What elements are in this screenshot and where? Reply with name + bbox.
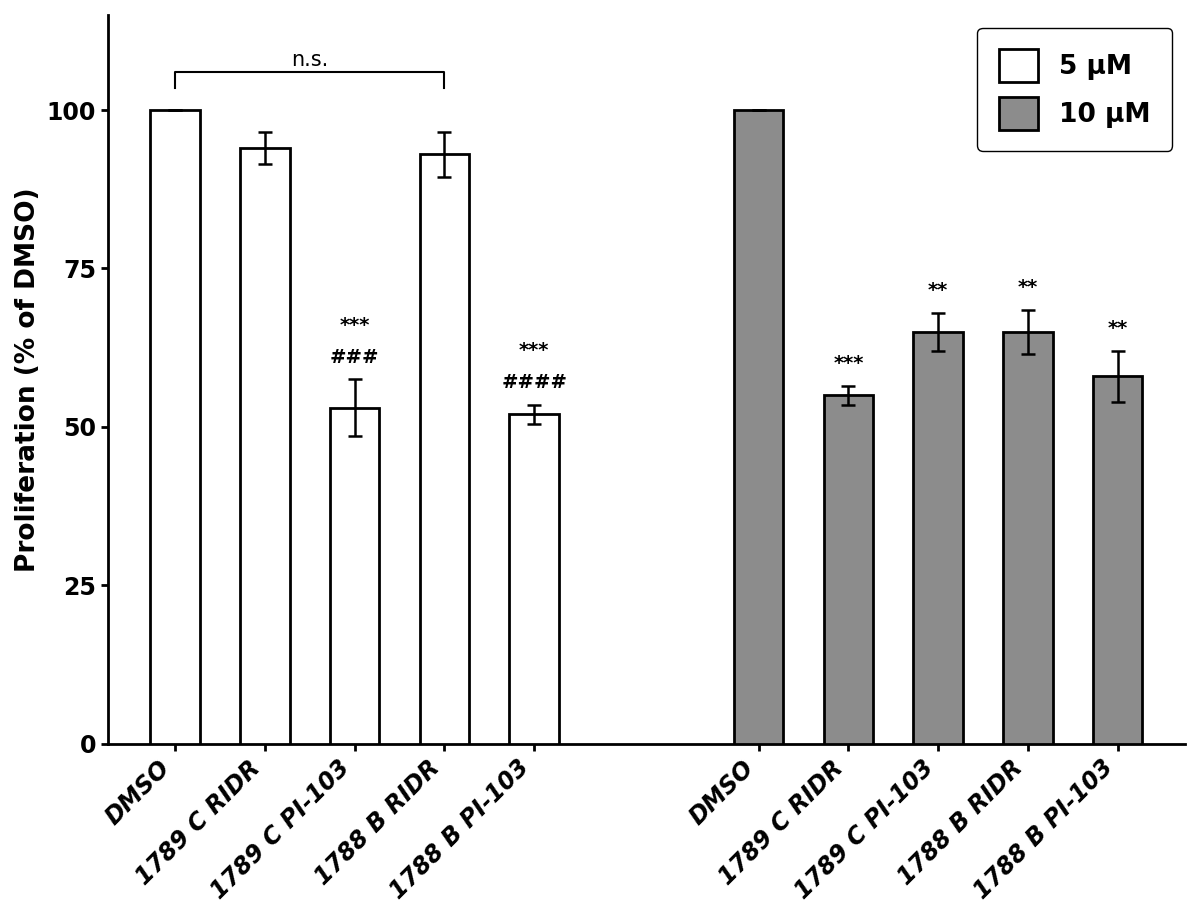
Y-axis label: Proliferation (% of DMSO): Proliferation (% of DMSO) xyxy=(14,187,41,572)
Bar xyxy=(150,110,199,743)
Bar xyxy=(913,332,962,743)
Text: ***: *** xyxy=(833,354,864,373)
Bar xyxy=(420,154,469,743)
Text: ***: *** xyxy=(340,316,370,335)
Bar xyxy=(330,408,379,743)
Text: **: ** xyxy=(928,281,948,301)
Bar xyxy=(823,395,874,743)
Text: ####: #### xyxy=(502,373,568,392)
Text: **: ** xyxy=(1108,319,1128,338)
Text: ***: *** xyxy=(518,341,550,360)
Text: ###: ### xyxy=(330,347,379,367)
Bar xyxy=(734,110,784,743)
Legend: 5 μM, 10 μM: 5 μM, 10 μM xyxy=(977,28,1172,151)
Bar xyxy=(240,148,289,743)
Text: **: ** xyxy=(1018,278,1038,297)
Bar xyxy=(1003,332,1052,743)
Bar xyxy=(510,414,559,743)
Bar xyxy=(1093,376,1142,743)
Text: n.s.: n.s. xyxy=(292,51,329,70)
